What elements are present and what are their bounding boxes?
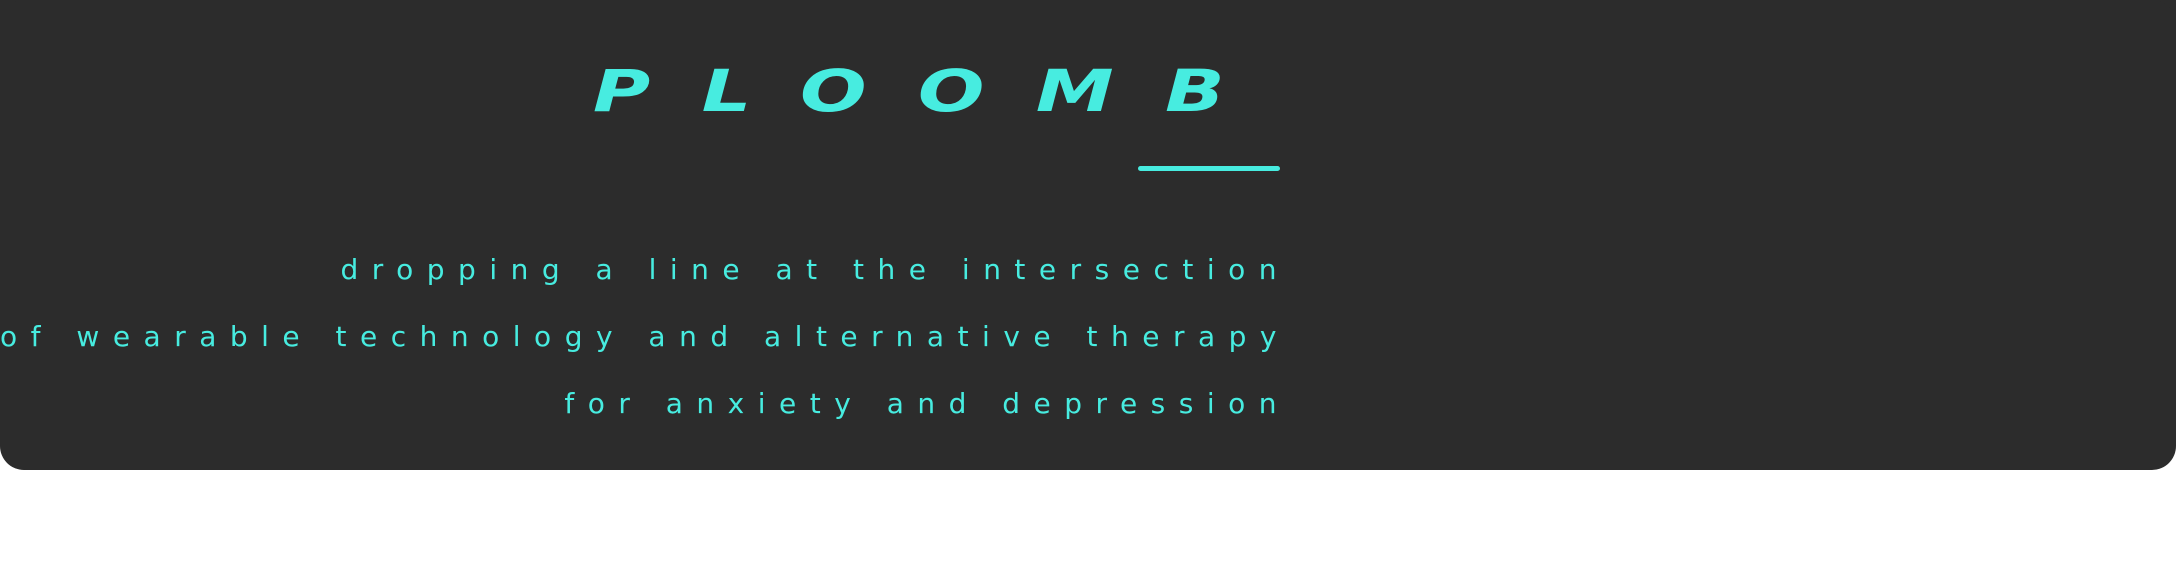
tagline-line-2: of wearable technology and alternative t… (0, 320, 1290, 353)
title-underline (1138, 166, 1280, 171)
tagline-line-1: dropping a line at the intersection (340, 253, 1290, 286)
brand-title: PLOOMB (592, 57, 1276, 125)
tagline-line-3: for anxiety and depression (564, 387, 1290, 420)
tagline: dropping a line at the intersection of w… (0, 236, 1290, 437)
hero-banner: PLOOMB dropping a line at the intersecti… (0, 0, 2176, 470)
